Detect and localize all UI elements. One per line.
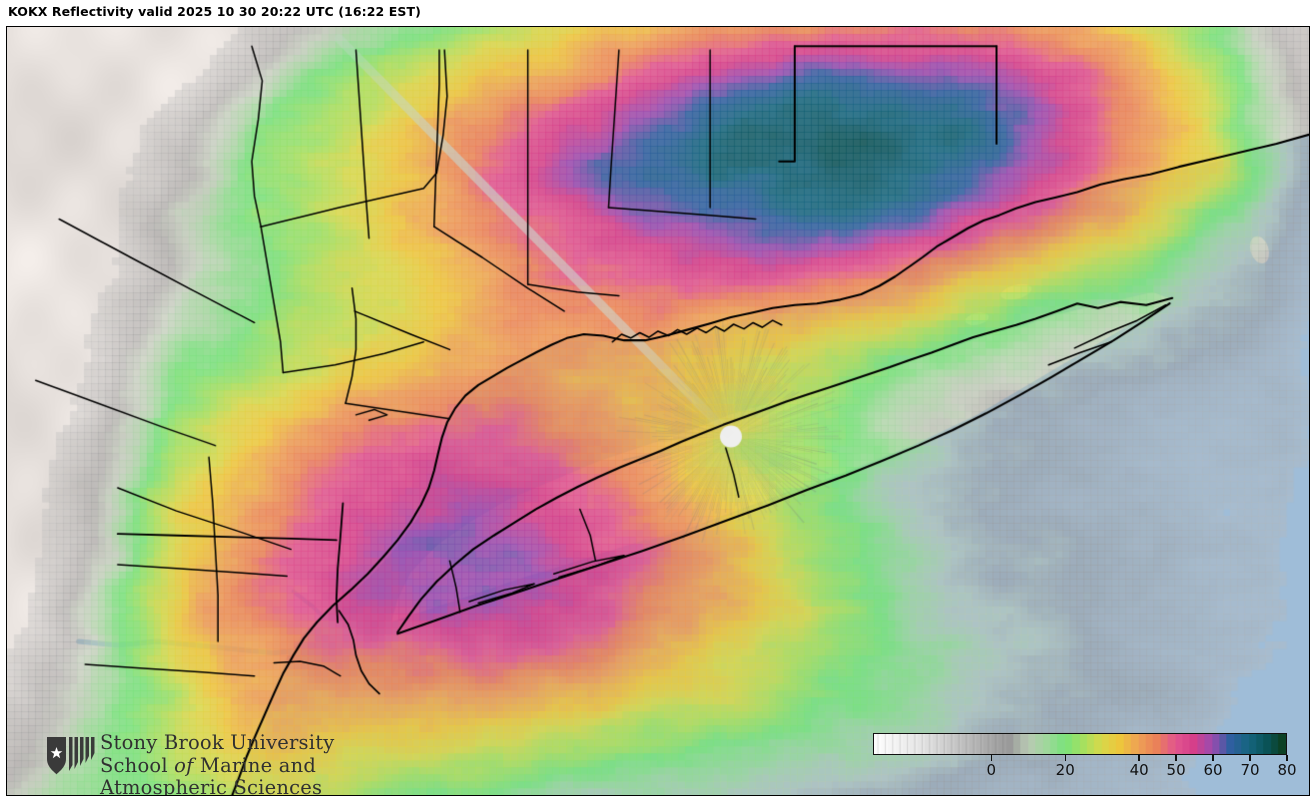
logo-line-2-a: School [100,753,175,777]
logo-line-2: School of Marine and [100,753,330,777]
logo-line-2-c: Marine and [193,753,317,777]
colorbar-tick-80 [1286,755,1288,761]
colorbar-label-50: 50 [1166,761,1186,779]
page-title: KOKX Reflectivity valid 2025 10 30 20:22… [8,4,421,19]
stony-brook-logo: Stony Brook University School of Marine … [45,719,334,795]
colorbar-tick-20 [1064,755,1066,761]
logo-line-3: Atmospheric Sciences [100,776,323,796]
colorbar-gradient-strip [873,733,1287,755]
colorbar-label-80: 80 [1277,761,1297,779]
reflectivity-colorbar: 0 20 40 50 60 70 80 [873,733,1297,789]
colorbar-tick-60 [1212,755,1214,761]
colorbar-label-60: 60 [1203,761,1223,779]
colorbar-label-0: 0 [986,761,997,779]
shield-star-icon [47,737,95,775]
radar-map-canvas[interactable] [7,27,1309,795]
logo-line-1: Stony Brook University [100,731,335,754]
colorbar-label-40: 40 [1129,761,1149,779]
title-bar: KOKX Reflectivity valid 2025 10 30 20:22… [0,0,1316,26]
colorbar-tick-0 [990,755,992,761]
colorbar-label-20: 20 [1055,761,1075,779]
colorbar-label-70: 70 [1240,761,1260,779]
logo-text-block: Stony Brook University School of Marine … [100,731,335,796]
logo-line-2-of: of [174,753,194,777]
colorbar-tick-40 [1138,755,1140,761]
colorbar-tick-50 [1175,755,1177,761]
colorbar-tick-70 [1249,755,1251,761]
colorbar-canvas [874,734,1286,754]
radar-map-frame[interactable]: 0 20 40 50 60 70 80 Stony Brook University Sch… [6,26,1310,796]
